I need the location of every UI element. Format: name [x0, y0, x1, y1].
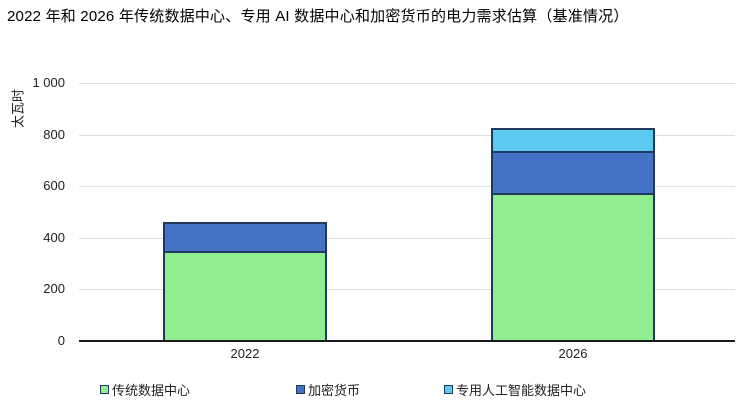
- y-tick-label-800: 800: [43, 126, 65, 142]
- legend-label-2: 专用人工智能数据中心: [456, 382, 587, 398]
- legend-item-0: 传统数据中心: [100, 381, 191, 398]
- y-tick-label-400: 400: [43, 229, 65, 245]
- legend-marker-2: [444, 384, 453, 394]
- gridline-400: [79, 237, 735, 239]
- y-tick-label-600: 600: [43, 178, 65, 194]
- bar-2026-segment-1: [491, 151, 655, 193]
- gridline-1000: [79, 83, 735, 84]
- x-axis-label-2026: 2026: [558, 346, 588, 361]
- chart-title: 2022 年和 2026 年传统数据中心、专用 AI 数据中心和加密货币的电力需…: [7, 8, 629, 25]
- x-axis-line: [79, 340, 735, 342]
- y-tick-label-200: 200: [43, 281, 65, 297]
- legend-marker-1: [296, 384, 305, 394]
- gridline-200: [79, 289, 735, 291]
- legend-label-0: 传统数据中心: [112, 382, 191, 398]
- bar-2022-segment-0: [163, 250, 327, 341]
- y-tick-label-1000: 1 000: [32, 75, 65, 90]
- legend-marker-0: [100, 384, 109, 394]
- bar-2026-segment-0: [491, 192, 655, 341]
- y-tick-label-0: 0: [57, 333, 65, 348]
- x-axis-label-2022: 2022: [230, 346, 260, 361]
- gridline-600: [79, 186, 735, 188]
- gridline-800: [79, 134, 735, 136]
- bar-2026-segment-2: [491, 128, 655, 152]
- legend-label-1: 加密货币: [308, 382, 361, 398]
- legend-item-2: 专用人工智能数据中心: [444, 381, 587, 398]
- bar-2022-segment-1: [163, 222, 327, 251]
- legend-item-1: 加密货币: [296, 381, 361, 398]
